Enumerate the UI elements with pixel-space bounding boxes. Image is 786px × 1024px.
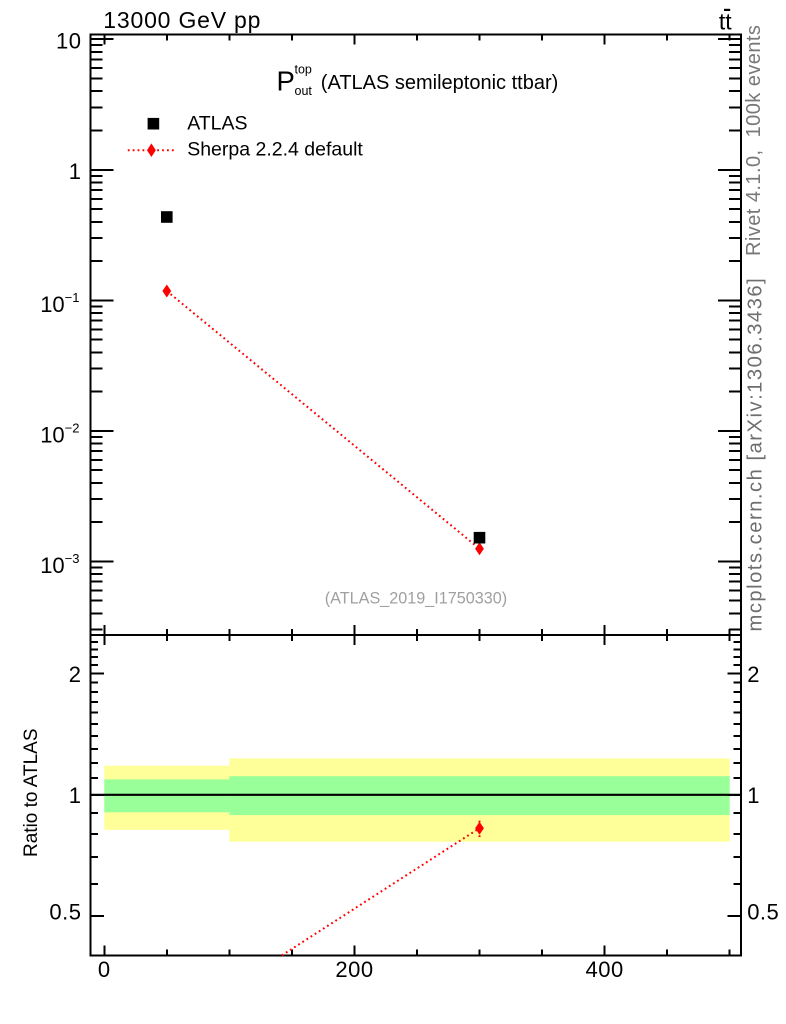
svg-text:P: P xyxy=(277,66,295,97)
svg-text:Rivet 4.1.0, 100k events: Rivet 4.1.0, 100k events xyxy=(743,25,765,256)
svg-text:2: 2 xyxy=(747,662,760,687)
svg-text:400: 400 xyxy=(586,957,624,982)
svg-text:0.5: 0.5 xyxy=(49,899,81,924)
svg-text:1: 1 xyxy=(747,783,760,808)
svg-text:(ATLAS semileptonic ttbar): (ATLAS semileptonic ttbar) xyxy=(321,72,559,94)
svg-text:1: 1 xyxy=(69,159,82,184)
svg-text:top: top xyxy=(295,62,312,76)
svg-text:ATLAS: ATLAS xyxy=(187,112,247,134)
svg-text:13000 GeV pp: 13000 GeV pp xyxy=(103,7,261,33)
svg-text:0.5: 0.5 xyxy=(747,899,779,924)
svg-text:10−1: 10−1 xyxy=(40,290,79,317)
svg-text:1: 1 xyxy=(69,783,82,808)
svg-text:200: 200 xyxy=(335,957,373,982)
svg-text:10−3: 10−3 xyxy=(40,551,79,578)
svg-text:10−2: 10−2 xyxy=(40,420,79,447)
svg-text:0: 0 xyxy=(98,957,111,982)
svg-text:Sherpa 2.2.4 default: Sherpa 2.2.4 default xyxy=(187,138,363,160)
svg-text:10: 10 xyxy=(56,29,81,54)
svg-text:(ATLAS_2019_I1750330): (ATLAS_2019_I1750330) xyxy=(325,590,507,608)
svg-text:tt: tt xyxy=(719,9,732,35)
svg-text:mcplots.cern.ch [arXiv:1306.34: mcplots.cern.ch [arXiv:1306.3436] xyxy=(745,277,767,632)
svg-text:Ratio to ATLAS: Ratio to ATLAS xyxy=(21,729,42,858)
svg-text:2: 2 xyxy=(69,662,82,687)
svg-text:out: out xyxy=(295,84,313,98)
